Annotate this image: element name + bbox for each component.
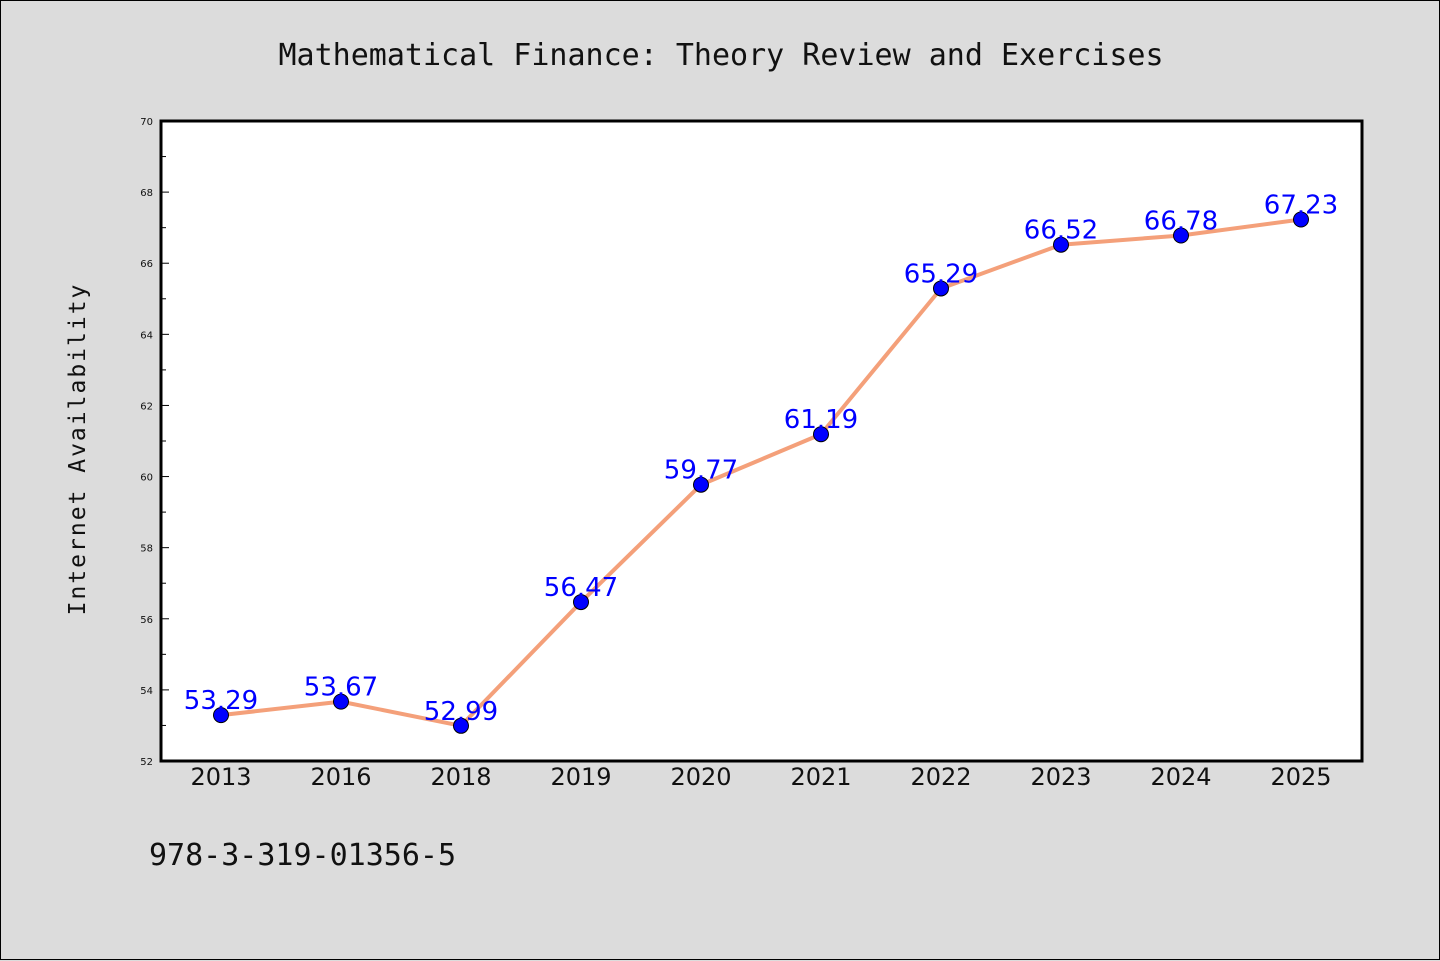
- x-tick-label: 2016: [310, 763, 371, 791]
- data-point: [333, 693, 349, 710]
- x-tick-label: 2024: [1150, 763, 1211, 791]
- y-tick-label: 66: [140, 259, 153, 270]
- y-tick-label: 54: [140, 686, 153, 697]
- x-tick-label: 2021: [790, 763, 851, 791]
- data-label: 59.77: [664, 456, 738, 486]
- data-label: 66.52: [1024, 216, 1098, 246]
- data-point: [573, 594, 589, 611]
- y-tick-label: 62: [140, 401, 153, 412]
- data-label: 66.78: [1144, 206, 1218, 236]
- data-point: [213, 707, 229, 724]
- x-axis-ticks: 2013 2016 2018 2019 2020 2021 2022 2023 2024 2025: [190, 763, 1331, 791]
- data-point: [933, 280, 949, 297]
- data-point: [1173, 227, 1189, 244]
- y-tick-label: 70: [140, 117, 153, 128]
- chart-title: Mathematical Finance: Theory Review and …: [278, 38, 1163, 73]
- data-point: [693, 476, 709, 493]
- data-point: [1053, 236, 1069, 253]
- isbn-annotation: 978-3-319-01356-5: [149, 838, 456, 873]
- y-tick-label: 60: [140, 473, 153, 484]
- data-label: 56.47: [544, 573, 618, 603]
- data-point: [813, 426, 829, 443]
- y-axis-ticks: 52 54 56 58 60 62 64 66 68 70: [140, 117, 169, 768]
- x-tick-label: 2013: [190, 763, 251, 791]
- y-axis-label: Internet Availability: [65, 283, 91, 616]
- data-labels: 53.29 53.67 52.99 56.47 59.77 61.19 65.29 66.52…: [184, 190, 1338, 726]
- series-line: [220, 217, 1302, 728]
- data-point: [1293, 211, 1309, 228]
- data-label: 61.19: [784, 405, 858, 435]
- x-tick-label: 2019: [550, 763, 611, 791]
- y-tick-label: 56: [140, 615, 153, 626]
- y-tick-label: 64: [140, 330, 153, 341]
- y-tick-label: 58: [140, 544, 153, 555]
- data-label: 67.23: [1264, 190, 1338, 220]
- data-label: 52.99: [424, 697, 498, 727]
- x-tick-label: 2023: [1030, 763, 1091, 791]
- x-tick-label: 2020: [670, 763, 731, 791]
- data-label: 53.67: [304, 673, 378, 703]
- x-tick-label: 2025: [1270, 763, 1331, 791]
- y-tick-label: 52: [140, 757, 153, 768]
- data-point: [453, 717, 469, 734]
- x-tick-label: 2018: [430, 763, 491, 791]
- data-label: 53.29: [184, 686, 258, 716]
- x-tick-label: 2022: [910, 763, 971, 791]
- y-tick-label: 68: [140, 188, 153, 199]
- series-markers: [213, 211, 1309, 734]
- data-label: 65.29: [904, 259, 978, 289]
- plot-area: [159, 119, 1364, 763]
